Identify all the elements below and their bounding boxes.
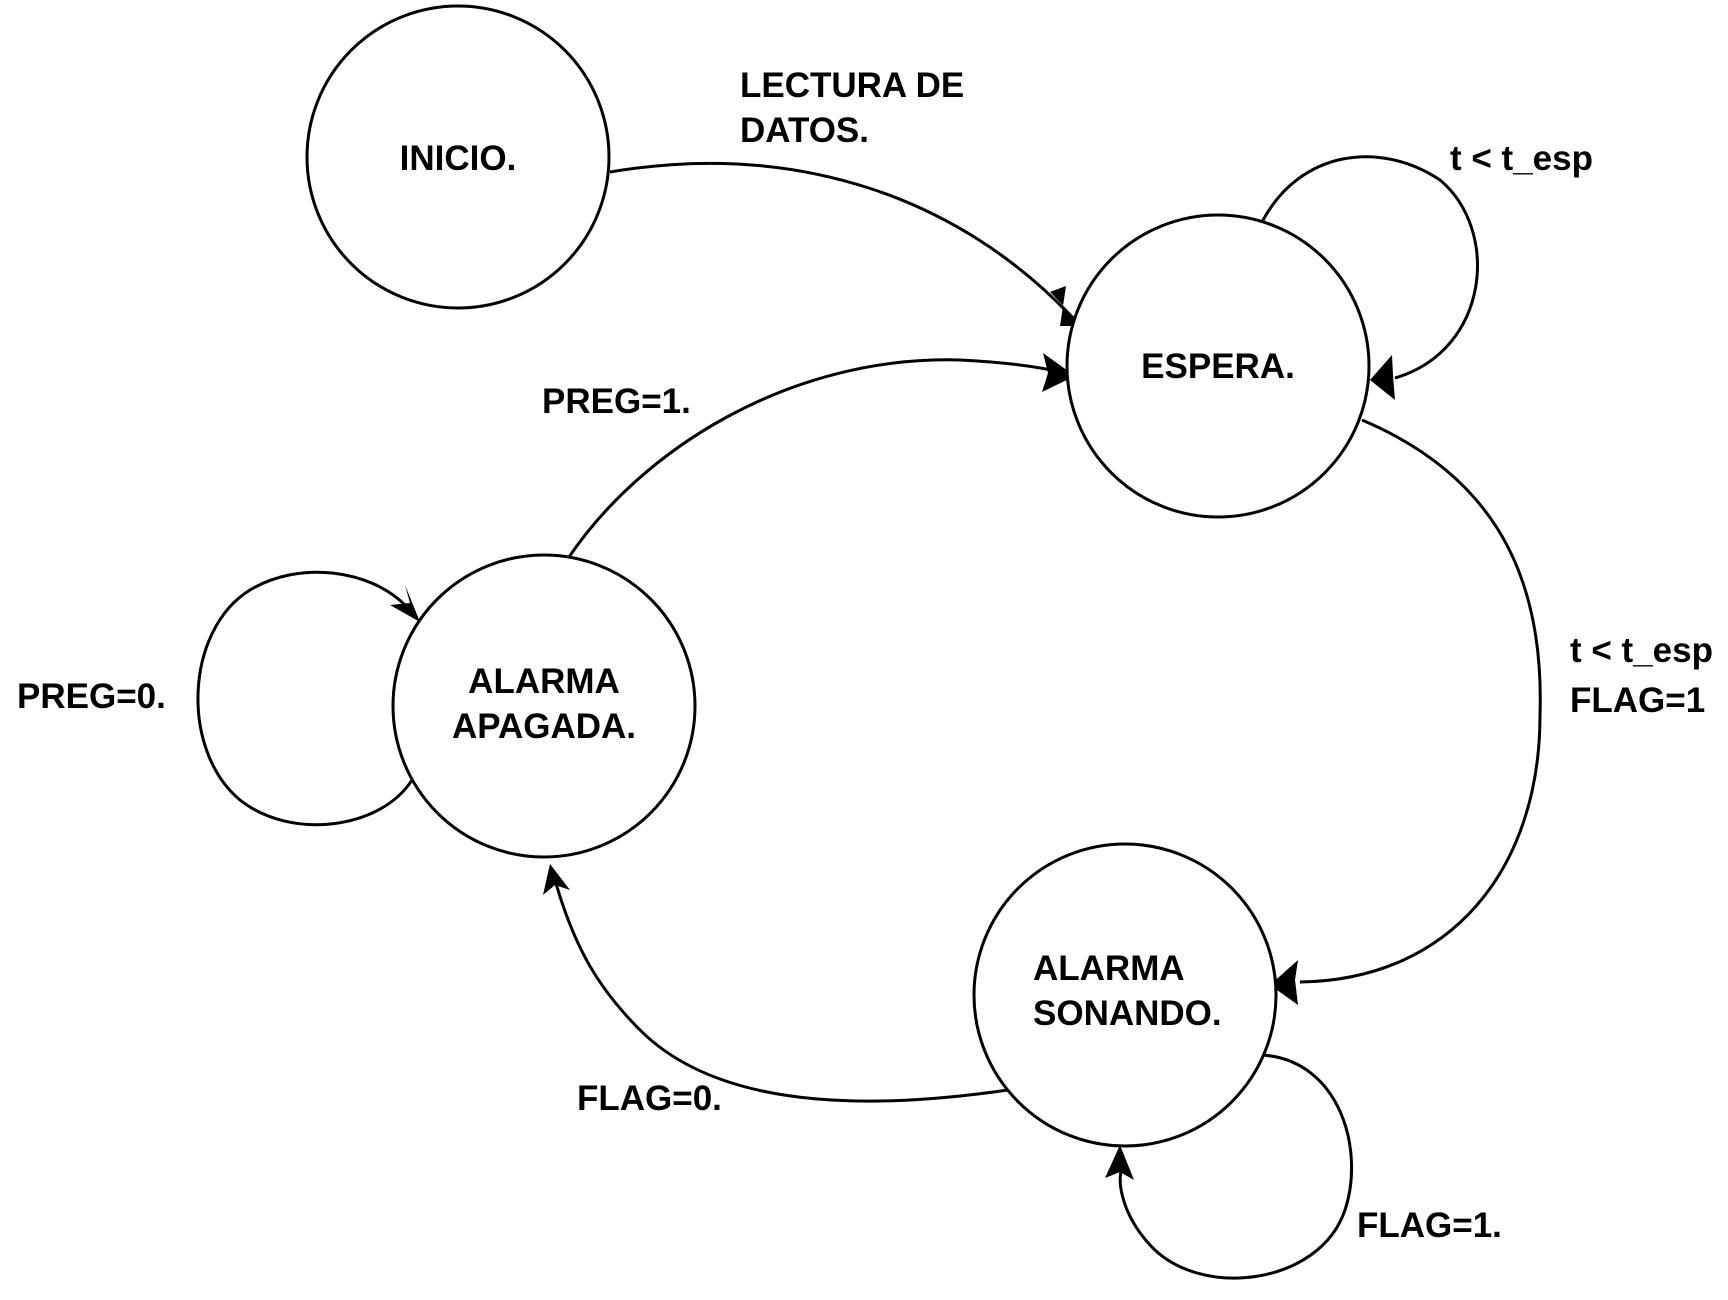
state-espera: ESPERA. <box>1065 213 1371 519</box>
edge-apagada-self <box>196 570 414 827</box>
label-sonando-to-apagada: FLAG=0. <box>577 1079 722 1118</box>
label-inicio-to-espera-line1: LECTURA DE <box>740 66 964 105</box>
edge-apagada-to-espera <box>565 358 1061 561</box>
label-apagada-to-espera: PREG=1. <box>542 382 691 421</box>
state-alarma-sonando: ALARMA SONANDO. <box>972 842 1278 1148</box>
arrowhead-sonando-to-apagada <box>543 864 570 895</box>
label-inicio-to-espera-line2: DATOS. <box>740 111 869 150</box>
edge-espera-self <box>1260 155 1479 380</box>
edge-inicio-to-espera <box>609 161 1072 317</box>
label-espera-to-sonando-line1: t < t_esp <box>1570 631 1713 670</box>
arrowhead-apagada-to-espera <box>1042 353 1075 392</box>
state-alarma-sonando-line1: ALARMA <box>1033 949 1185 988</box>
edge-espera-to-sonando <box>1299 418 1542 984</box>
state-inicio: INICIO. <box>305 4 611 310</box>
label-espera-to-sonando-line2: FLAG=1 <box>1570 681 1705 720</box>
arrowhead-apagada-self <box>390 585 420 622</box>
arrowhead-espera-self <box>1370 355 1395 400</box>
label-apagada-self: PREG=0. <box>17 677 166 716</box>
state-alarma-sonando-line2: SONANDO. <box>1033 994 1222 1033</box>
state-alarma-apagada: ALARMA APAGADA. <box>391 553 697 859</box>
state-alarma-apagada-line1: ALARMA <box>468 662 620 701</box>
edge-sonando-self <box>1118 1053 1353 1280</box>
arrowhead-inicio-to-espera <box>1050 286 1083 326</box>
label-sonando-self: FLAG=1. <box>1357 1206 1502 1245</box>
state-alarma-apagada-line2: APAGADA. <box>452 707 636 746</box>
state-espera-label: ESPERA. <box>1141 347 1295 386</box>
arrowhead-espera-to-sonando <box>1270 960 1298 1005</box>
arrowhead-sonando-self <box>1105 1145 1134 1180</box>
label-espera-self: t < t_esp <box>1450 139 1593 178</box>
state-inicio-label: INICIO. <box>400 139 517 178</box>
edge-sonando-to-apagada <box>553 879 1009 1103</box>
